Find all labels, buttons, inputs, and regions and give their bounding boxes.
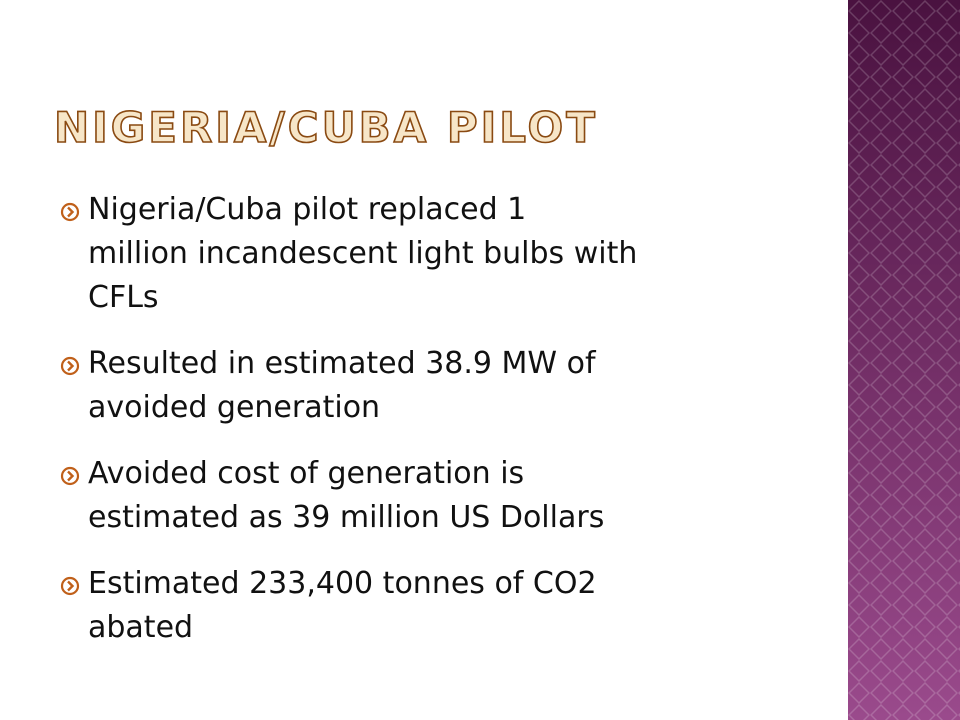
bullet-icon [60,202,80,222]
bullet-icon [60,576,80,596]
bullet-text: Resulted in estimated 38.9 MW of [88,346,596,381]
bullet-text: CFLs [88,280,159,315]
bullet-text: Nigeria/Cuba pilot replaced 1 [88,192,527,227]
bullet: Resulted in estimated 38.9 MW of avoided … [60,342,840,430]
side-strip [848,0,960,720]
bullet-list: Nigeria/Cuba pilot replaced 1 million inc… [60,188,840,672]
bullet: Avoided cost of generation is estimated a… [60,452,840,540]
bullet-text: Avoided cost of generation is [88,456,525,491]
bullet-text: Estimated 233,400 tonnes of CO2 [88,566,597,601]
title-box: NIGERIA/CUBA PILOT [53,102,598,153]
bullet: Nigeria/Cuba pilot replaced 1 million inc… [60,188,840,320]
bullet-icon [60,356,80,376]
bullet-text: million incandescent light bulbs with [88,236,638,271]
bullet-text: avoided generation [88,390,381,425]
bullet-icon [60,466,80,486]
bullet-text: estimated as 39 million US Dollars [88,500,605,535]
slide-title: NIGERIA/CUBA PILOT [54,103,598,152]
bullet-text: abated [88,610,194,645]
bullet: Estimated 233,400 tonnes of CO2 abated [60,562,840,650]
